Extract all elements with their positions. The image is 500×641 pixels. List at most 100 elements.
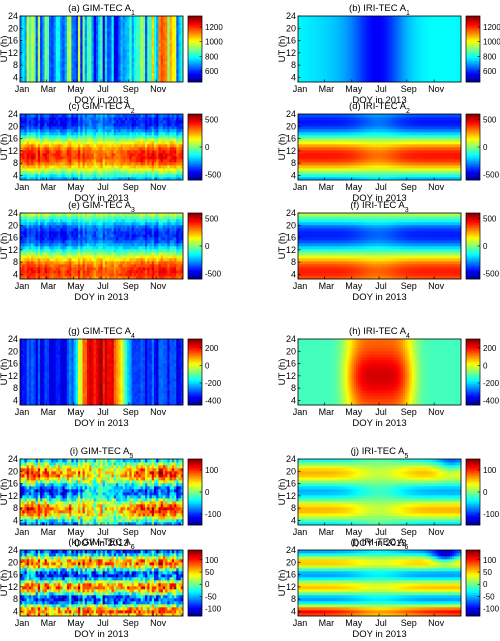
heatmap-cell bbox=[120, 147, 124, 151]
heatmap-cell bbox=[180, 46, 184, 50]
heatmap-cell bbox=[49, 141, 52, 145]
heatmap-cell bbox=[431, 16, 435, 20]
heatmap-cell bbox=[80, 153, 83, 157]
heatmap-cell bbox=[91, 168, 95, 172]
heatmap-cell bbox=[320, 58, 323, 62]
heatmap-cell bbox=[37, 49, 41, 53]
heatmap-cell bbox=[373, 19, 377, 23]
heatmap-cell bbox=[158, 28, 162, 32]
heatmap-cell bbox=[46, 141, 50, 145]
colorbar-segment bbox=[188, 17, 202, 20]
heatmap-cell bbox=[95, 70, 99, 74]
heatmap-cell bbox=[149, 61, 153, 65]
heatmap-cell bbox=[151, 67, 155, 71]
heatmap-cell bbox=[33, 117, 36, 121]
heatmap-cell bbox=[178, 55, 182, 59]
heatmap-cell bbox=[84, 28, 88, 32]
colorbar-segment bbox=[188, 73, 202, 76]
heatmap-cell bbox=[311, 52, 314, 56]
heatmap-cell bbox=[62, 144, 65, 148]
y-axis-label: UT (h) bbox=[277, 36, 288, 63]
heatmap-cell bbox=[171, 58, 175, 62]
heatmap-cell bbox=[423, 58, 426, 62]
heatmap-cell bbox=[31, 55, 34, 59]
heatmap-cell bbox=[162, 64, 166, 68]
heatmap-cell bbox=[129, 58, 132, 62]
heatmap-cell bbox=[62, 114, 65, 118]
heatmap-cell bbox=[180, 34, 184, 38]
heatmap-cell bbox=[109, 64, 112, 68]
heatmap-cell bbox=[360, 79, 364, 83]
heatmap-cell bbox=[80, 147, 83, 151]
heatmap-cell bbox=[55, 58, 59, 62]
heatmap-cell bbox=[33, 123, 36, 127]
heatmap-cell bbox=[82, 22, 86, 26]
heatmap-cell bbox=[315, 67, 319, 71]
heatmap-cell bbox=[31, 19, 34, 23]
heatmap-cell bbox=[49, 55, 52, 59]
heatmap-cell bbox=[458, 55, 462, 59]
heatmap-cell bbox=[398, 25, 402, 29]
heatmap-cell bbox=[387, 73, 390, 77]
heatmap-cell bbox=[93, 171, 97, 175]
heatmap-cell bbox=[458, 49, 462, 53]
heatmap-cell bbox=[102, 67, 106, 71]
heatmap-cell bbox=[104, 73, 108, 77]
heatmap-cell bbox=[31, 123, 34, 127]
heatmap-cell bbox=[131, 174, 135, 178]
heatmap-cell bbox=[347, 34, 350, 38]
heatmap-cell bbox=[136, 46, 139, 50]
heatmap-cell bbox=[40, 165, 43, 169]
heatmap-cell bbox=[78, 120, 81, 124]
heatmap-cell bbox=[391, 52, 395, 56]
heatmap-cell bbox=[91, 159, 95, 163]
heatmap-cell bbox=[429, 76, 433, 80]
heatmap-cell bbox=[129, 147, 132, 151]
heatmap-cell bbox=[356, 46, 359, 50]
heatmap-cell bbox=[100, 129, 103, 133]
heatmap-cell bbox=[71, 117, 74, 121]
heatmap-cell bbox=[367, 70, 370, 74]
heatmap-cell bbox=[22, 79, 25, 83]
heatmap-cell bbox=[180, 73, 184, 77]
heatmap-cell bbox=[400, 28, 404, 32]
heatmap-cell bbox=[22, 70, 25, 74]
heatmap-cell bbox=[49, 76, 52, 80]
heatmap-cell bbox=[174, 49, 177, 53]
heatmap-cell bbox=[304, 55, 308, 59]
heatmap-cell bbox=[156, 144, 159, 148]
heatmap-cell bbox=[394, 61, 397, 65]
heatmap-cell bbox=[452, 49, 455, 53]
heatmap-cell bbox=[169, 162, 173, 166]
heatmap-cell bbox=[174, 162, 177, 166]
heatmap-cell bbox=[304, 46, 308, 50]
heatmap-cell bbox=[57, 135, 61, 139]
heatmap-cell bbox=[80, 168, 83, 172]
heatmap-cell bbox=[405, 22, 408, 26]
heatmap-cell bbox=[44, 114, 48, 118]
heatmap-cell bbox=[26, 144, 30, 148]
heatmap-cell bbox=[335, 28, 339, 32]
heatmap-cell bbox=[360, 43, 364, 47]
heatmap-cell bbox=[147, 76, 150, 80]
heatmap-cell bbox=[28, 37, 32, 41]
heatmap-cell bbox=[124, 55, 128, 59]
heatmap-cell bbox=[147, 156, 150, 160]
heatmap-cell bbox=[71, 25, 74, 29]
heatmap-cell bbox=[136, 79, 139, 83]
heatmap-cell bbox=[145, 156, 148, 160]
heatmap-cell bbox=[445, 67, 448, 71]
heatmap-cell bbox=[347, 22, 350, 26]
heatmap-cell bbox=[176, 138, 179, 142]
heatmap-cell bbox=[31, 16, 34, 20]
heatmap-cell bbox=[133, 76, 137, 80]
heatmap-cell bbox=[160, 34, 164, 38]
heatmap-cell bbox=[171, 156, 175, 160]
heatmap-cell bbox=[118, 147, 121, 151]
heatmap-cell bbox=[66, 31, 70, 35]
heatmap-cell bbox=[423, 61, 426, 65]
heatmap-cell bbox=[434, 31, 437, 35]
heatmap-cell bbox=[440, 52, 444, 56]
heatmap-cell bbox=[385, 55, 388, 59]
heatmap-cell bbox=[400, 37, 404, 41]
